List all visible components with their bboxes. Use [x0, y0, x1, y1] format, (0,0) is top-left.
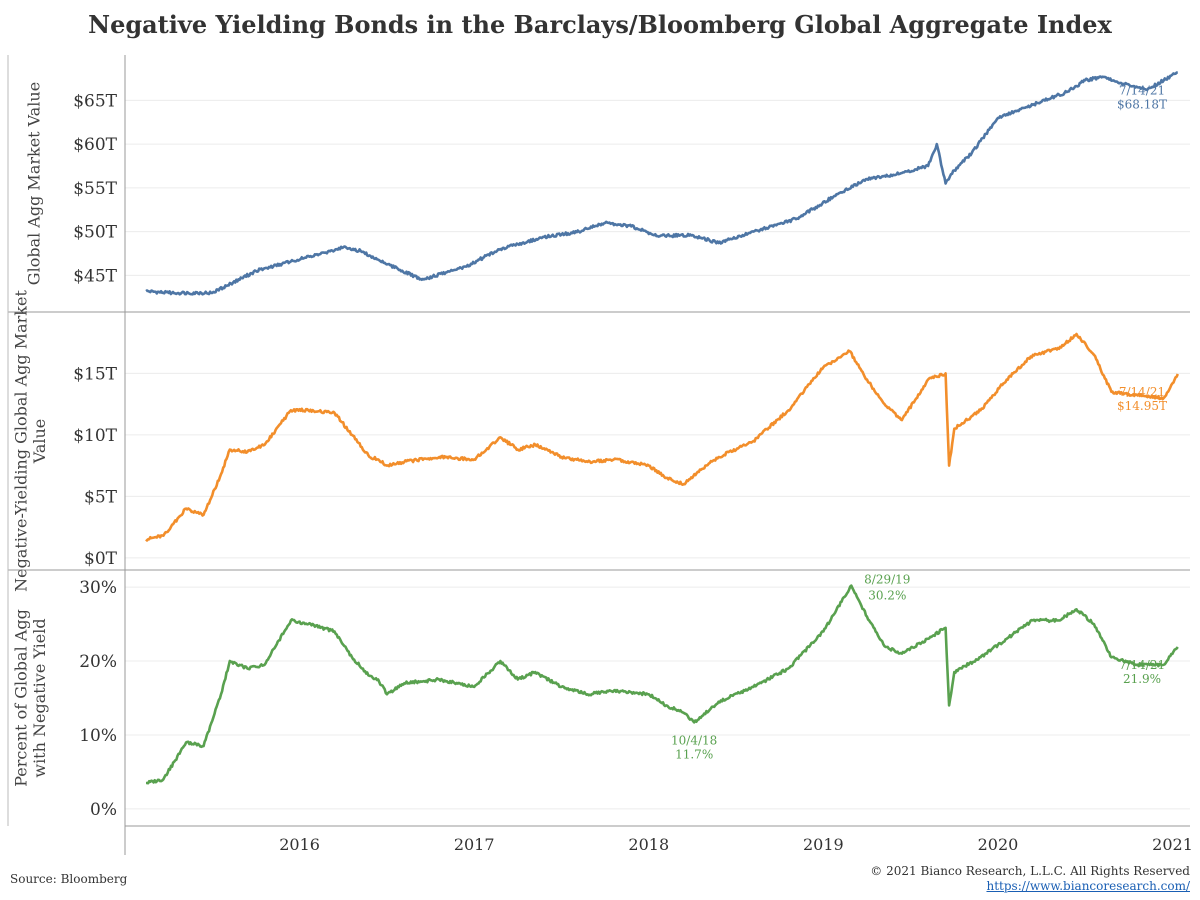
annotation-value: 30.2%: [868, 589, 906, 603]
y-axis-label: Global Agg Market Value: [25, 82, 44, 285]
annotation-date: 7/14/21: [1119, 658, 1165, 672]
annotation-value: $14.95T: [1117, 399, 1167, 413]
series-line: [145, 71, 1178, 296]
annotation-date: 7/14/21: [1119, 385, 1165, 399]
x-tick-label: 2017: [454, 835, 495, 854]
x-tick-label: 2021: [1152, 835, 1193, 854]
annotation-value: 21.9%: [1123, 672, 1161, 686]
y-tick-label: $55T: [73, 179, 117, 199]
y-tick-label: 10%: [79, 726, 117, 746]
y-tick-label: $10T: [73, 426, 117, 446]
y-tick-label: $15T: [73, 364, 117, 384]
y-tick-label: 30%: [79, 578, 117, 598]
y-tick-label: 20%: [79, 652, 117, 672]
x-tick-label: 2019: [803, 835, 844, 854]
annotation-date: 10/4/18: [671, 733, 717, 747]
x-tick-label: 2018: [628, 835, 669, 854]
y-tick-label: $5T: [84, 487, 118, 507]
y-tick-label: $65T: [73, 91, 117, 111]
source-note: Source: Bloomberg: [10, 872, 128, 886]
x-tick-label: 2016: [279, 835, 320, 854]
y-tick-label: $60T: [73, 135, 117, 155]
website-link[interactable]: https://www.biancoresearch.com/: [986, 879, 1190, 893]
y-tick-label: $50T: [73, 223, 117, 243]
series-line: [145, 584, 1179, 785]
x-tick-label: 2020: [978, 835, 1019, 854]
copyright-text: © 2021 Bianco Research, L.L.C. All Right…: [870, 864, 1190, 878]
annotation-value: 11.7%: [675, 747, 713, 761]
annotation-date: 7/14/21: [1119, 84, 1165, 98]
y-tick-label: 0%: [90, 800, 117, 820]
y-tick-label: $45T: [73, 266, 117, 286]
annotation-value: $68.18T: [1117, 98, 1167, 112]
y-tick-label: $0T: [84, 549, 118, 569]
series-line: [145, 332, 1179, 542]
chart-title: Negative Yielding Bonds in the Barclays/…: [88, 10, 1112, 39]
copyright-block: © 2021 Bianco Research, L.L.C. All Right…: [870, 864, 1190, 894]
y-axis-label: Negative-Yielding Global Agg MarketValue: [12, 290, 49, 592]
y-axis-label: Percent of Global Aggwith Negative Yield: [12, 609, 49, 787]
annotation-date: 8/29/19: [864, 573, 910, 587]
